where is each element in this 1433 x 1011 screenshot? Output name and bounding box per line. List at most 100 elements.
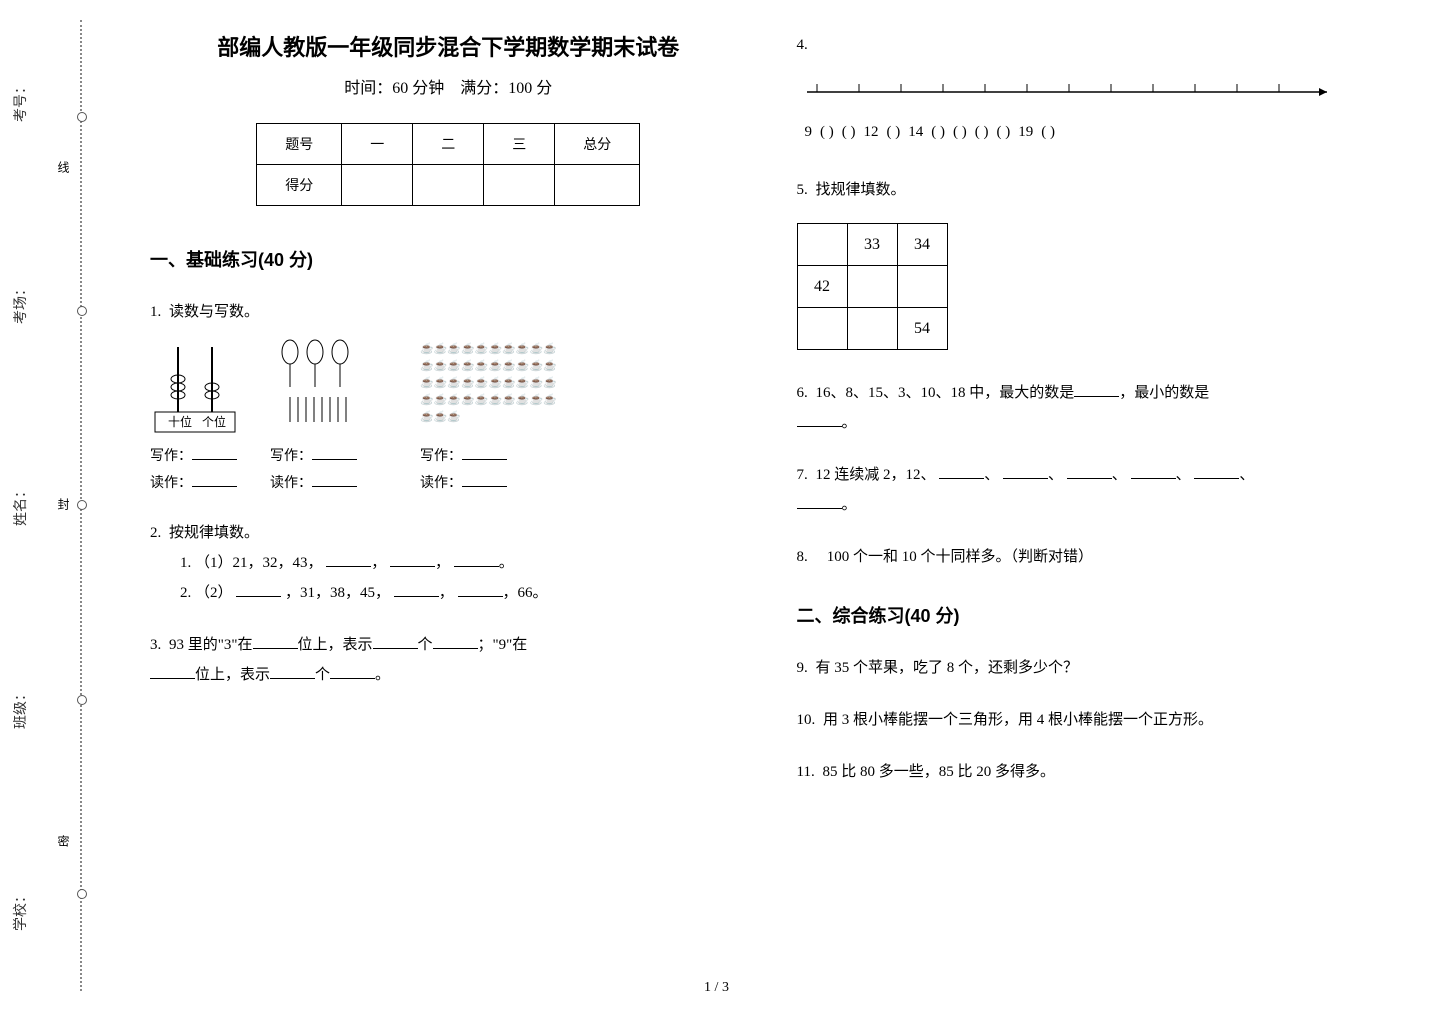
seal-dot <box>77 112 87 122</box>
blank <box>454 549 499 567</box>
svg-text:☕☕☕: ☕☕☕ <box>420 409 461 423</box>
left-column: 部编人教版一年级同步混合下学期数学期末试卷 时间：60 分钟 满分：100 分 … <box>150 30 747 991</box>
q-number: 10. <box>797 712 816 728</box>
write-label: 写作： <box>420 449 462 464</box>
seal-dot <box>77 500 87 510</box>
seal-char: 封 <box>55 498 72 514</box>
abacus-label: 个位 <box>202 414 226 429</box>
question-11: 11. 85 比 80 多一些，85 比 20 多得多。 <box>797 757 1394 787</box>
blank <box>312 442 357 460</box>
blank <box>462 469 507 487</box>
score-cell <box>342 165 413 206</box>
blank <box>253 631 298 649</box>
pattern-cell <box>797 308 847 350</box>
blank <box>150 661 195 679</box>
score-header: 总分 <box>555 124 640 165</box>
label-room: 考场： <box>10 282 30 324</box>
abacus-1: 十位 个位 写作： 读作： <box>150 337 240 496</box>
q-text: 找规律填数。 <box>816 182 906 198</box>
q-text: 。 <box>842 497 857 513</box>
question-10: 10. 用 3 根小棒能摆一个三角形，用 4 根小棒能摆一个正方形。 <box>797 705 1394 735</box>
q-number: 2. <box>150 525 161 541</box>
pattern-cell <box>897 266 947 308</box>
sub-text: （2） <box>195 585 233 601</box>
abacus-3: ☕☕☕☕☕☕☕☕☕☕ ☕☕☕☕☕☕☕☕☕☕ ☕☕☕☕☕☕☕☕☕☕ ☕☕☕☕☕☕☕… <box>420 337 590 496</box>
blank <box>330 661 375 679</box>
score-header: 一 <box>342 124 413 165</box>
label-school: 学校： <box>10 889 30 931</box>
blank <box>390 549 435 567</box>
q-number: 7. <box>797 467 808 483</box>
blank <box>797 409 842 427</box>
section-1-title: 一、基础练习(40 分) <box>150 246 747 272</box>
abacus-2: 写作： 读作： <box>270 337 390 496</box>
q-text: 用 3 根小棒能摆一个三角形，用 4 根小棒能摆一个正方形。 <box>823 712 1213 728</box>
q-text: 100 个一和 10 个十同样多。（判断对错） <box>827 549 1093 565</box>
seal-char: 线 <box>55 161 72 177</box>
right-column: 4. <box>797 30 1394 991</box>
score-header: 二 <box>413 124 484 165</box>
tick-label: ( ) <box>931 117 945 147</box>
svg-text:☕☕☕☕☕☕☕☕☕☕: ☕☕☕☕☕☕☕☕☕☕ <box>420 392 557 406</box>
abacus-row: 十位 个位 写作： 读作： <box>150 337 747 496</box>
score-cell <box>484 165 555 206</box>
section-2-title: 二、综合练习(40 分) <box>797 602 1394 628</box>
q-number: 8. <box>797 549 808 565</box>
number-line-labels: 9 ( ) ( ) 12 ( ) 14 ( ) ( ) ( ) ( ) 19 (… <box>797 117 1394 147</box>
blank <box>458 579 503 597</box>
question-6: 6. 16、8、15、3、10、18 中，最大的数是，最小的数是 。 <box>797 378 1394 438</box>
q-text: 个 <box>418 637 433 653</box>
sub-q-1: 1. （1）21，32，43， ， ， 。 <box>180 548 747 578</box>
question-1: 1. 读数与写数。 十位 个位 写作 <box>150 297 747 496</box>
q-text: 12 连续减 2，12、 <box>816 467 936 483</box>
blank <box>192 469 237 487</box>
blank <box>797 491 842 509</box>
tick-label: 14 <box>908 117 923 147</box>
q-number: 6. <box>797 385 808 401</box>
pattern-cell: 54 <box>897 308 947 350</box>
blank <box>373 631 418 649</box>
seal-dot <box>77 695 87 705</box>
blank <box>1131 461 1176 479</box>
tick-label: 9 <box>805 117 813 147</box>
blank <box>270 661 315 679</box>
blank <box>433 631 478 649</box>
sub-text: ，31，38，45， <box>285 585 390 601</box>
tick-label: ( ) <box>887 117 901 147</box>
tick-label: ( ) <box>842 117 856 147</box>
table-row: 54 <box>797 308 947 350</box>
sub-questions: 1. （1）21，32，43， ， ， 。 2. （2） ，31，38，45， … <box>180 548 747 608</box>
blank <box>326 549 371 567</box>
seal-chars: 线 封 密 <box>55 0 72 1011</box>
q-number: 3. <box>150 637 161 653</box>
blank <box>462 442 507 460</box>
question-5: 5. 找规律填数。 33 34 42 54 <box>797 175 1394 350</box>
label-class: 班级： <box>10 687 30 729</box>
question-2: 2. 按规律填数。 1. （1）21，32，43， ， ， 。 2. （2） ，… <box>150 518 747 608</box>
q-text: 读数与写数。 <box>169 304 259 320</box>
score-cell: 得分 <box>257 165 342 206</box>
corn-sticks-icon <box>270 337 390 437</box>
seal-char: 密 <box>55 835 72 851</box>
read-label: 读作： <box>420 476 462 491</box>
sub-suffix: ，66。 <box>503 585 548 601</box>
table-row: 42 <box>797 266 947 308</box>
q-number: 5. <box>797 182 808 198</box>
svg-text:☕☕☕☕☕☕☕☕☕☕: ☕☕☕☕☕☕☕☕☕☕ <box>420 341 557 355</box>
q-text: 按规律填数。 <box>169 525 259 541</box>
svg-text:☕☕☕☕☕☕☕☕☕☕: ☕☕☕☕☕☕☕☕☕☕ <box>420 358 557 372</box>
seal-dot <box>77 306 87 316</box>
q-text: 。 <box>842 415 857 431</box>
q-text: ，最小的数是 <box>1119 385 1209 401</box>
write-label: 写作： <box>150 449 192 464</box>
tick-label: ( ) <box>953 117 967 147</box>
binding-labels: 考号： 考场： 姓名： 班级： 学校： <box>10 0 30 1011</box>
seal-dot <box>77 889 87 899</box>
q-number: 9. <box>797 660 808 676</box>
number-line: 9 ( ) ( ) 12 ( ) 14 ( ) ( ) ( ) ( ) 19 (… <box>797 72 1394 147</box>
q-text: ；"9"在 <box>478 637 528 653</box>
pattern-cell: 33 <box>847 224 897 266</box>
score-header: 三 <box>484 124 555 165</box>
score-cell <box>555 165 640 206</box>
blank <box>236 579 281 597</box>
